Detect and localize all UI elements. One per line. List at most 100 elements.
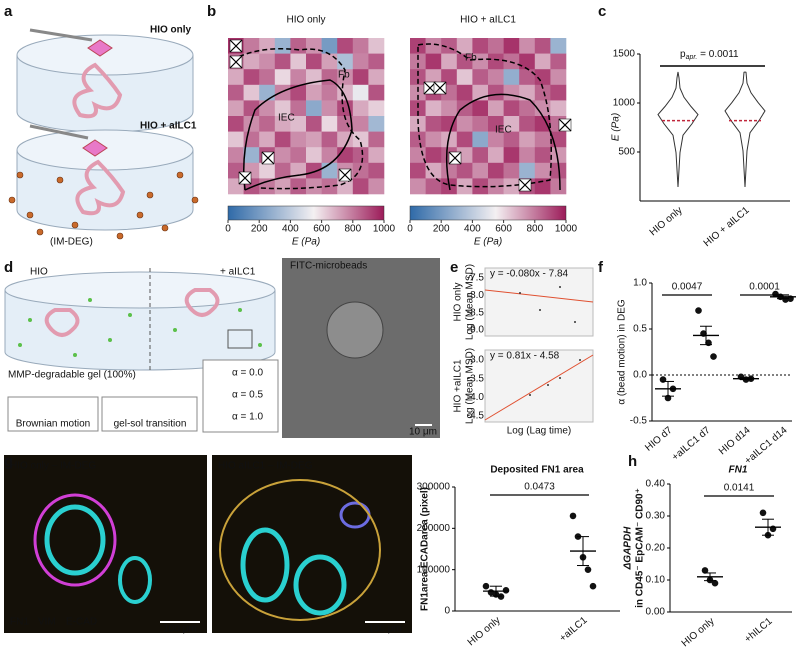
heat-cell: [519, 116, 536, 132]
heat-cell: [321, 84, 338, 101]
heat-cell: [368, 53, 385, 70]
heat-cell: [259, 100, 276, 117]
label: E-CAD: [66, 617, 97, 628]
y-tick-label: 0.20: [646, 543, 666, 554]
colorbar-tick-label: 800: [526, 224, 543, 235]
heat-cell: [368, 84, 385, 101]
heat-cell: [456, 162, 473, 179]
heat-cell: [441, 162, 458, 179]
cross: [518, 178, 532, 192]
point: [782, 296, 789, 303]
heat-cell: [425, 178, 442, 195]
heat-cell: [243, 53, 260, 70]
heat-cell: [534, 162, 551, 179]
label: α = 0.5: [232, 390, 264, 401]
heat-cell: [488, 162, 504, 179]
colorbar-tick-label: 0: [225, 224, 231, 235]
y-tick-label: 200000: [417, 523, 451, 534]
label: HIO + aILC1: [140, 121, 197, 132]
colorbar-tick-label: 800: [344, 224, 361, 235]
heat-cell: [274, 116, 291, 132]
heat-cell: [368, 38, 385, 54]
x-tick-label: HIO + aILC1: [702, 205, 752, 250]
heat-cell: [321, 53, 338, 70]
heat-cell: [243, 84, 260, 101]
heat-cell: [321, 147, 338, 164]
cross: [261, 151, 275, 165]
heat-cell: [410, 162, 426, 179]
label: 100 μm: [368, 624, 402, 635]
heat-cell: [228, 147, 244, 164]
heat-cell: [488, 53, 504, 70]
heat-cell: [456, 131, 473, 148]
violin: [657, 71, 699, 188]
heat-cell: [425, 147, 442, 164]
y-tick-label: -9.0: [467, 325, 485, 336]
heat-cell: [321, 38, 338, 54]
heat-cell: [274, 100, 291, 117]
heat-cell: [425, 116, 442, 132]
heat-cell: [472, 147, 489, 164]
x-tick-label: HIO only: [466, 615, 503, 648]
label: 100 μm: [163, 624, 197, 635]
heat-cell: [368, 116, 385, 132]
heat-cell: [441, 69, 458, 86]
heat-cell: [410, 84, 426, 101]
cross: [338, 168, 352, 182]
label: (IM-DEG): [50, 237, 93, 248]
heat-cell: [550, 38, 567, 54]
heat-cell: [534, 131, 551, 148]
heat-cell: [472, 131, 489, 148]
label: + aILC1: [220, 267, 256, 278]
point: [589, 582, 597, 590]
heat-cell: [425, 100, 442, 117]
y-tick-label: -3.5: [467, 373, 485, 384]
x-tick-label: +aILC1: [558, 615, 590, 645]
heat-cell: [410, 131, 426, 148]
heat-cell: [488, 116, 504, 132]
heat-cell: [306, 100, 322, 117]
y-axis-label: in CD45⁻ EpCAM⁻ CD90⁺: [635, 488, 646, 608]
label: Fb: [338, 70, 350, 81]
panel-letter: e: [450, 259, 458, 276]
heat-cell: [488, 131, 504, 148]
heat-cell: [503, 162, 520, 179]
point: [695, 307, 702, 314]
label: MMP-degradable gel (100%): [8, 370, 136, 381]
heat-cell: [306, 131, 322, 148]
heat-cell: [337, 100, 354, 117]
label: HIO +aILC1: [453, 359, 464, 413]
p-part: p: [680, 49, 686, 60]
heat-cell: [534, 84, 551, 101]
y-tick-label: -4.5: [467, 411, 485, 422]
heat-cell: [503, 116, 520, 132]
y-tick-label: 0.00: [646, 607, 666, 618]
heat-cell: [456, 69, 473, 86]
label: α = 1.0: [232, 412, 264, 423]
heat-cell: [337, 178, 354, 195]
heat-cell: [243, 147, 260, 164]
schematic-d: [4, 258, 440, 438]
heat-cell: [550, 100, 567, 117]
point: [701, 567, 709, 574]
heat-cell: [503, 178, 520, 195]
heat-cell: [243, 100, 260, 117]
heat-cell: [243, 38, 260, 54]
heat-cell: [472, 69, 489, 86]
heat-cell: [503, 100, 520, 117]
colorbar-tick-label: 400: [282, 224, 299, 235]
heat-cell: [228, 116, 244, 132]
x-tick-label: HIO only: [680, 616, 717, 649]
heat-cell: [519, 131, 536, 148]
heat-cell: [228, 69, 244, 86]
y-axis-label: FN1area-ECADarea (pixel): [420, 487, 431, 611]
y-tick-label: 1500: [613, 49, 636, 60]
cross: [238, 171, 252, 185]
point: [502, 587, 510, 594]
cross: [433, 81, 447, 95]
heat-cell: [352, 147, 369, 164]
heat-cell: [290, 38, 307, 54]
heat-cell: [321, 131, 338, 148]
heat-cell: [259, 38, 276, 54]
heat-cell: [243, 69, 260, 86]
